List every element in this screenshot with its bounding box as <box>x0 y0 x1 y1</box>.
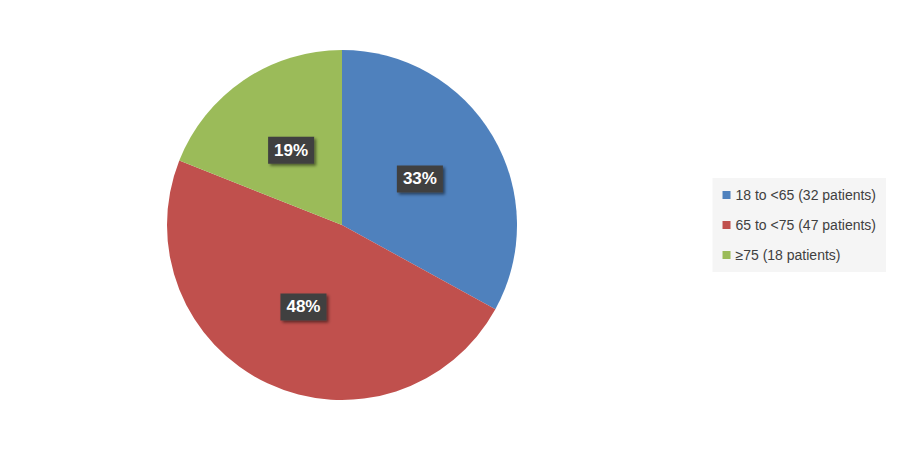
svg-text:≥75 (18 patients): ≥75 (18 patients) <box>736 247 841 263</box>
svg-text:19%: 19% <box>274 141 308 160</box>
svg-text:65 to <75 (47 patients): 65 to <75 (47 patients) <box>736 217 877 233</box>
svg-text:18 to <65 (32 patients): 18 to <65 (32 patients) <box>736 187 877 203</box>
svg-text:33%: 33% <box>403 169 437 188</box>
svg-text:48%: 48% <box>286 297 320 316</box>
